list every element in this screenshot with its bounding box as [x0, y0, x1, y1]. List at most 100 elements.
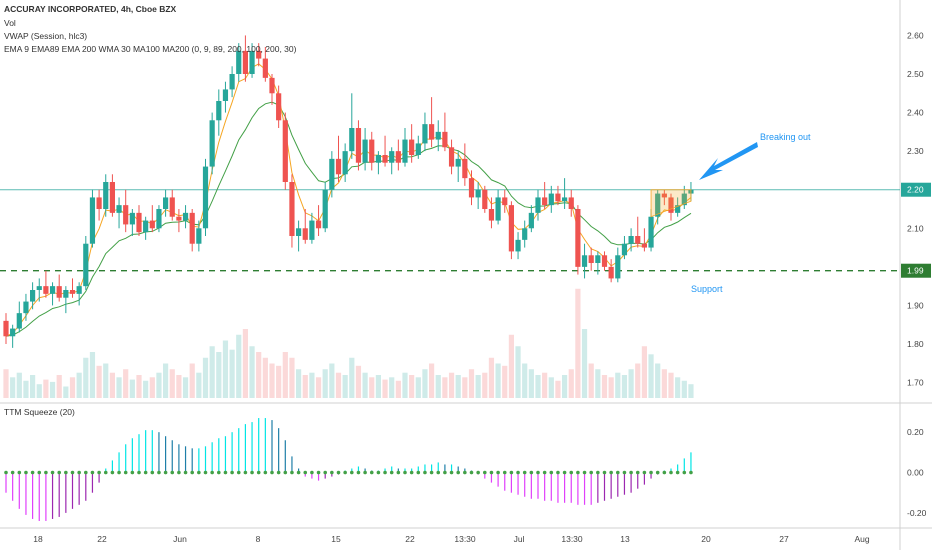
squeeze-dot	[622, 470, 627, 475]
candle	[621, 236, 628, 260]
volume-bar	[23, 380, 29, 398]
candle-body	[43, 286, 49, 294]
volume-bar	[103, 363, 109, 398]
volume-bar	[435, 375, 441, 398]
squeeze-dot	[323, 470, 328, 475]
volume-bar	[515, 346, 521, 398]
squeeze-dot	[589, 470, 593, 475]
candle-body	[409, 139, 415, 155]
candle	[329, 151, 335, 198]
squeeze-dot	[536, 470, 540, 475]
candle	[143, 216, 149, 240]
squeeze-dot	[44, 470, 48, 475]
squeeze-dot	[203, 470, 208, 475]
squeeze-dot	[230, 470, 234, 475]
time-tick-label: Jun	[173, 534, 187, 544]
candle	[236, 43, 242, 82]
time-tick-label: 18	[33, 534, 43, 544]
support-label: Support	[691, 284, 723, 294]
candle-body	[83, 243, 89, 287]
squeeze-dot	[423, 470, 427, 475]
candle-body	[508, 205, 514, 252]
candle-body	[429, 124, 435, 140]
squeeze-dot	[582, 470, 587, 475]
candle	[515, 232, 521, 260]
squeeze-dot	[429, 470, 434, 475]
squeeze-dot	[243, 470, 248, 475]
candle-body	[442, 131, 448, 148]
squeeze-dot	[409, 470, 414, 475]
squeeze-dot	[655, 470, 660, 475]
volume-bar	[49, 381, 56, 398]
squeeze-dot	[296, 470, 301, 475]
candle-body	[222, 89, 229, 101]
candle-body	[615, 255, 621, 279]
candle	[655, 189, 661, 225]
candle-body	[349, 128, 355, 152]
squeeze-dot	[77, 470, 81, 475]
candle-body	[96, 197, 102, 209]
squeeze-dot	[137, 470, 141, 475]
volume-bar	[615, 372, 621, 398]
volume-bar	[355, 365, 362, 398]
candle	[296, 220, 302, 252]
squeeze-dot	[57, 470, 61, 475]
candle	[548, 185, 554, 213]
volume-bar	[568, 369, 574, 398]
candle	[462, 143, 468, 186]
volume-bar	[269, 363, 275, 398]
candle	[528, 205, 534, 233]
legend-vol: Vol	[4, 18, 16, 28]
volume-bar	[76, 372, 82, 398]
candle	[136, 205, 142, 236]
candle-body	[196, 228, 202, 244]
candle-body	[555, 193, 561, 202]
volume-bar	[635, 363, 641, 398]
candle-body	[56, 286, 62, 298]
candle-body	[3, 320, 9, 337]
price-tick-label: 2.10	[907, 223, 924, 233]
squeeze-dot	[250, 470, 254, 475]
oscillator-tick-label: -0.20	[907, 508, 927, 518]
candle	[16, 301, 22, 333]
candle	[36, 278, 42, 302]
candle	[335, 135, 342, 182]
candle-body	[502, 197, 508, 206]
volume-bar	[522, 363, 528, 398]
squeeze-dot	[489, 470, 494, 475]
volume-bar	[329, 363, 335, 398]
squeeze-dot	[30, 470, 35, 475]
candle	[189, 209, 195, 252]
squeeze-dot	[90, 470, 95, 475]
squeeze-dot	[562, 470, 567, 475]
volume-bar	[196, 372, 202, 398]
legend-ma: EMA 9 EMA89 EMA 200 WMA 30 MA100 MA200 (…	[4, 44, 297, 54]
time-tick-label: 13:30	[454, 534, 476, 544]
volume-bar	[528, 369, 534, 398]
squeeze-dot	[576, 470, 580, 475]
squeeze-dot	[316, 470, 321, 475]
volume-bar	[222, 340, 229, 398]
breaking-out-label: Breaking out	[760, 132, 811, 142]
candle	[435, 120, 441, 152]
squeeze-dot	[549, 470, 554, 475]
volume-bar	[289, 357, 295, 398]
candle	[402, 128, 408, 167]
candle	[129, 209, 135, 236]
candle-body	[468, 178, 475, 198]
volume-bar	[575, 288, 581, 398]
candle-body	[495, 197, 501, 221]
volume-bar	[302, 375, 308, 398]
volume-bar	[149, 377, 155, 398]
volume-bar	[362, 372, 368, 398]
candle-body	[448, 147, 455, 167]
candle-body	[282, 120, 288, 182]
price-tag-label: 2.20	[907, 185, 924, 195]
candle	[256, 43, 262, 67]
candle-body	[375, 155, 381, 163]
squeeze-dot	[662, 470, 667, 475]
candle	[216, 89, 222, 136]
candle-body	[681, 193, 687, 206]
candle	[355, 120, 362, 171]
